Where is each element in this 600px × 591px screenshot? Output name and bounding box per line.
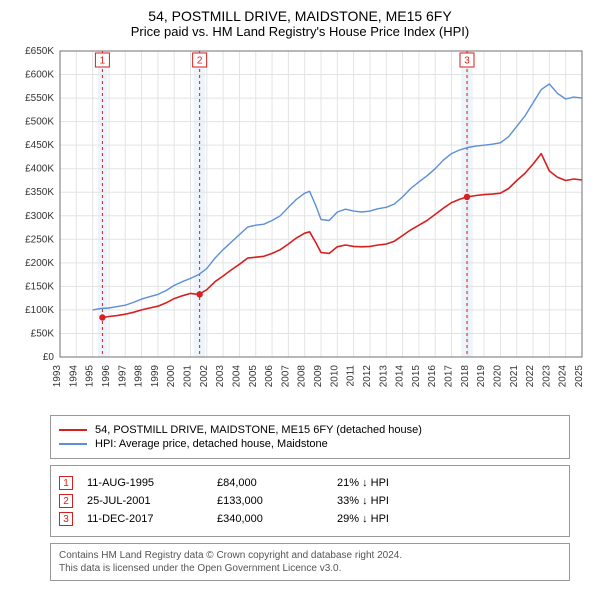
- svg-text:2004: 2004: [231, 365, 242, 388]
- legend-swatch: [59, 429, 87, 431]
- license-footer: Contains HM Land Registry data © Crown c…: [50, 543, 570, 581]
- svg-text:2014: 2014: [395, 365, 406, 388]
- svg-text:2008: 2008: [297, 365, 308, 388]
- sale-price: £340,000: [217, 513, 337, 525]
- footer-line: This data is licensed under the Open Gov…: [59, 562, 561, 575]
- svg-text:1: 1: [100, 56, 106, 67]
- svg-text:2001: 2001: [183, 365, 194, 388]
- svg-text:2011: 2011: [346, 365, 357, 387]
- svg-text:£150K: £150K: [25, 281, 54, 292]
- sale-row: 2 25-JUL-2001£133,00033% ↓ HPI: [59, 494, 561, 508]
- chart-subtitle: Price paid vs. HM Land Registry's House …: [10, 24, 590, 39]
- sale-row: 3 11-DEC-2017£340,00029% ↓ HPI: [59, 512, 561, 526]
- svg-text:2: 2: [197, 56, 203, 67]
- svg-text:1998: 1998: [134, 365, 145, 388]
- sale-date: 25-JUL-2001: [87, 495, 217, 507]
- svg-text:1995: 1995: [85, 365, 96, 388]
- svg-text:2000: 2000: [166, 365, 177, 388]
- legend-item: 54, POSTMILL DRIVE, MAIDSTONE, ME15 6FY …: [59, 424, 561, 436]
- svg-text:£650K: £650K: [25, 46, 54, 57]
- legend-label: HPI: Average price, detached house, Maid…: [95, 438, 328, 450]
- legend: 54, POSTMILL DRIVE, MAIDSTONE, ME15 6FY …: [50, 415, 570, 459]
- svg-text:£450K: £450K: [25, 140, 54, 151]
- sale-price: £133,000: [217, 495, 337, 507]
- svg-text:2016: 2016: [427, 365, 438, 388]
- sales-table: 1 11-AUG-1995£84,00021% ↓ HPI 2 25-JUL-2001…: [50, 465, 570, 537]
- chart-plot: £0 £50K £100K £150K £200K £250K £300K £350K £400…: [10, 45, 590, 405]
- svg-text:£100K: £100K: [25, 305, 54, 316]
- sale-marker-icon: 2: [59, 494, 73, 508]
- svg-text:2006: 2006: [264, 365, 275, 388]
- svg-text:£200K: £200K: [25, 258, 54, 269]
- svg-text:2007: 2007: [280, 365, 291, 388]
- svg-text:2018: 2018: [460, 365, 471, 388]
- sale-price: £84,000: [217, 477, 337, 489]
- sale-marker-icon: 1: [59, 476, 73, 490]
- sale-hpi-diff: 33% ↓ HPI: [337, 495, 389, 507]
- svg-text:2025: 2025: [574, 365, 585, 388]
- chart-container: 54, POSTMILL DRIVE, MAIDSTONE, ME15 6FY …: [0, 0, 600, 591]
- svg-text:£350K: £350K: [25, 187, 54, 198]
- footer-line: Contains HM Land Registry data © Crown c…: [59, 549, 561, 562]
- chart-title: 54, POSTMILL DRIVE, MAIDSTONE, ME15 6FY: [10, 8, 590, 24]
- svg-text:3: 3: [464, 56, 470, 67]
- svg-text:£600K: £600K: [25, 70, 54, 81]
- svg-text:2002: 2002: [199, 365, 210, 388]
- svg-text:2022: 2022: [525, 365, 536, 388]
- svg-text:2009: 2009: [313, 365, 324, 388]
- svg-text:1997: 1997: [117, 365, 128, 388]
- svg-text:1994: 1994: [68, 365, 79, 388]
- svg-text:1993: 1993: [52, 365, 63, 388]
- svg-text:1999: 1999: [150, 365, 161, 388]
- svg-text:2019: 2019: [476, 365, 487, 388]
- svg-text:1996: 1996: [101, 365, 112, 388]
- svg-text:2010: 2010: [329, 365, 340, 388]
- svg-text:2003: 2003: [215, 365, 226, 388]
- svg-text:2013: 2013: [378, 365, 389, 388]
- svg-text:£300K: £300K: [25, 211, 54, 222]
- sale-marker-icon: 3: [59, 512, 73, 526]
- svg-text:2015: 2015: [411, 365, 422, 388]
- legend-item: HPI: Average price, detached house, Maid…: [59, 438, 561, 450]
- sale-date: 11-DEC-2017: [87, 513, 217, 525]
- svg-text:£250K: £250K: [25, 234, 54, 245]
- svg-text:£50K: £50K: [31, 328, 55, 339]
- sale-date: 11-AUG-1995: [87, 477, 217, 489]
- sale-hpi-diff: 29% ↓ HPI: [337, 513, 389, 525]
- sale-hpi-diff: 21% ↓ HPI: [337, 477, 389, 489]
- svg-text:£550K: £550K: [25, 93, 54, 104]
- legend-swatch: [59, 443, 87, 445]
- svg-text:2023: 2023: [541, 365, 552, 388]
- legend-label: 54, POSTMILL DRIVE, MAIDSTONE, ME15 6FY …: [95, 424, 422, 436]
- svg-text:2024: 2024: [558, 365, 569, 388]
- svg-text:2012: 2012: [362, 365, 373, 388]
- svg-text:£400K: £400K: [25, 164, 54, 175]
- svg-text:2020: 2020: [492, 365, 503, 388]
- svg-text:2005: 2005: [248, 365, 259, 388]
- svg-text:2017: 2017: [444, 365, 455, 388]
- svg-text:£500K: £500K: [25, 117, 54, 128]
- svg-text:£0: £0: [43, 352, 55, 363]
- svg-text:2021: 2021: [509, 365, 520, 388]
- sale-row: 1 11-AUG-1995£84,00021% ↓ HPI: [59, 476, 561, 490]
